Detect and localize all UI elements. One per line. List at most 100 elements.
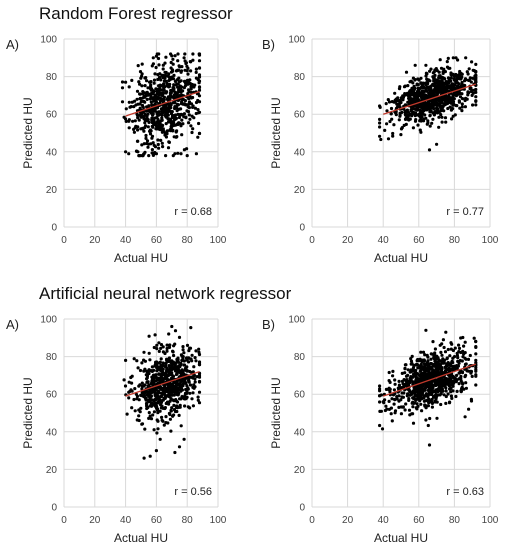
data-point — [178, 84, 182, 88]
data-point — [150, 118, 154, 122]
data-point — [123, 384, 128, 388]
data-point — [378, 117, 382, 121]
data-point — [154, 449, 158, 453]
data-point — [189, 102, 194, 106]
data-point — [181, 122, 185, 126]
x-tick-label: 100 — [210, 235, 227, 246]
data-point — [138, 368, 143, 373]
data-point — [191, 370, 195, 374]
data-point — [474, 369, 478, 373]
data-point — [426, 78, 431, 82]
data-point — [171, 349, 175, 353]
data-point — [401, 382, 405, 386]
data-point — [196, 108, 200, 112]
data-point — [464, 56, 468, 60]
data-point — [192, 383, 196, 387]
data-point — [187, 88, 191, 92]
data-point — [438, 58, 442, 62]
data-point — [172, 118, 176, 122]
data-point — [149, 100, 153, 104]
data-point — [194, 70, 198, 74]
data-point — [145, 139, 150, 143]
data-point — [152, 116, 157, 120]
data-point — [187, 97, 191, 101]
data-point — [442, 76, 446, 80]
data-point — [449, 347, 453, 351]
data-point — [154, 402, 158, 406]
data-point — [438, 104, 442, 108]
data-point — [183, 68, 187, 72]
data-point — [384, 387, 388, 391]
data-point — [161, 406, 165, 410]
data-point — [411, 126, 415, 130]
data-point — [150, 369, 154, 373]
data-point — [187, 349, 191, 353]
data-point — [430, 401, 434, 405]
data-point — [450, 396, 454, 400]
data-point — [387, 100, 392, 104]
data-point — [441, 389, 445, 393]
data-point — [181, 348, 185, 352]
data-point — [189, 124, 193, 128]
data-point — [135, 149, 139, 153]
data-point — [165, 129, 169, 133]
data-point — [143, 76, 147, 80]
data-point — [177, 107, 181, 111]
data-point — [448, 98, 452, 103]
data-point — [167, 368, 171, 372]
data-point — [180, 368, 184, 372]
data-point — [446, 56, 450, 61]
data-point — [434, 102, 438, 106]
data-point — [179, 102, 184, 106]
data-point — [164, 122, 168, 126]
data-point — [153, 109, 157, 113]
data-point — [425, 353, 429, 357]
data-point — [454, 56, 458, 60]
data-point — [442, 109, 446, 113]
data-point — [173, 105, 177, 109]
data-point — [407, 96, 411, 100]
data-point — [464, 373, 468, 377]
data-point — [171, 95, 176, 99]
data-point — [390, 419, 394, 423]
data-point — [148, 92, 152, 96]
data-point — [161, 398, 165, 402]
data-point — [149, 388, 153, 392]
data-point — [457, 100, 461, 104]
data-point — [416, 98, 420, 102]
data-point — [458, 106, 462, 110]
x-tick-label: 20 — [342, 515, 354, 526]
data-point — [451, 114, 455, 118]
data-point — [399, 100, 403, 105]
scatter-panel-1: 0 20 40 60 80 100 0 20 40 60 80 100 Actual HU Predict… — [6, 35, 227, 266]
data-point — [378, 394, 382, 398]
data-point — [163, 61, 167, 65]
data-point — [451, 95, 455, 99]
data-point — [419, 76, 423, 80]
data-point — [466, 93, 470, 97]
data-point — [470, 374, 474, 378]
data-point — [419, 388, 423, 392]
y-axis-label: Predicted HU — [21, 97, 35, 168]
data-point — [444, 120, 448, 124]
data-point — [142, 129, 146, 133]
data-point — [172, 89, 176, 93]
data-point — [138, 107, 142, 112]
data-point — [419, 362, 423, 366]
data-point — [161, 345, 165, 349]
x-tick-label: 100 — [482, 515, 499, 526]
data-point — [159, 400, 164, 404]
y-tick-label: 20 — [294, 185, 306, 196]
data-point — [185, 343, 190, 347]
data-point — [197, 52, 201, 56]
data-point — [157, 127, 161, 131]
data-point — [169, 121, 173, 125]
data-point — [152, 382, 156, 386]
data-point — [177, 80, 182, 84]
data-point — [160, 415, 164, 419]
data-point — [127, 85, 131, 89]
data-point — [132, 127, 136, 131]
data-point — [411, 390, 416, 394]
y-tick-label: 20 — [294, 465, 306, 476]
data-point — [166, 98, 170, 102]
